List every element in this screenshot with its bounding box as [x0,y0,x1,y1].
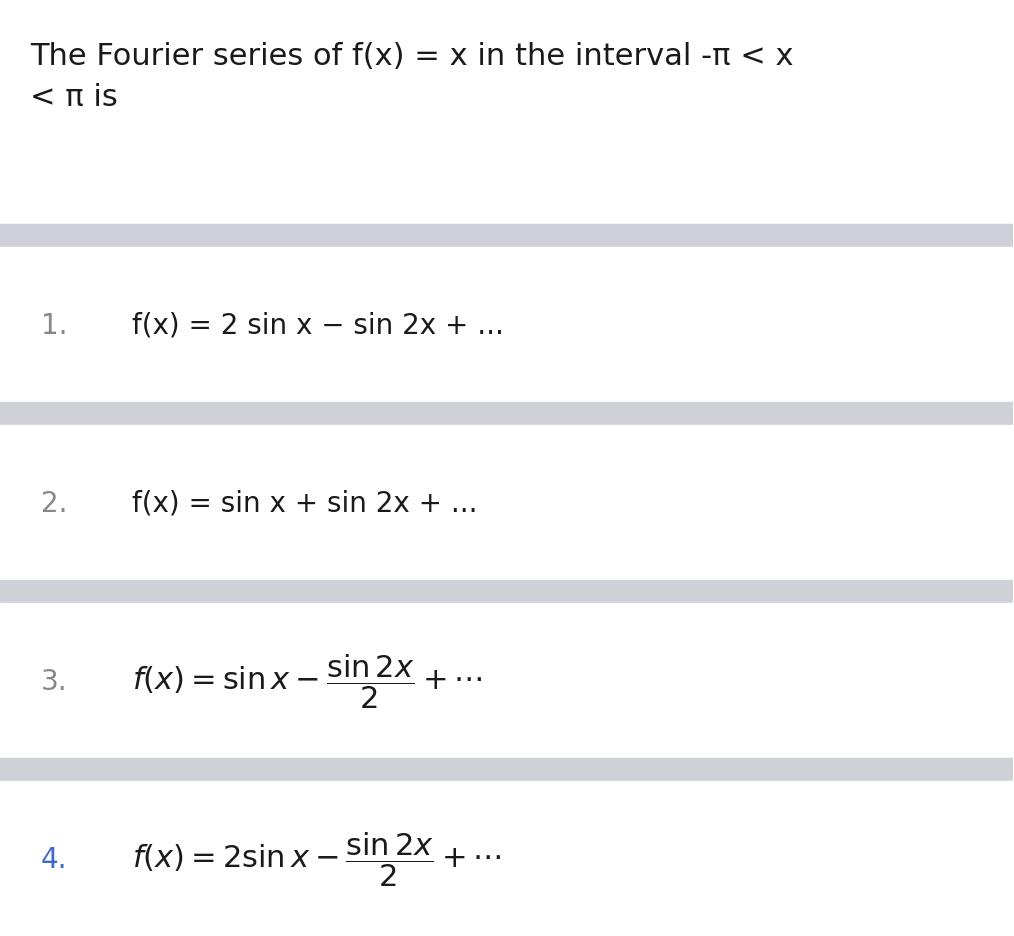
Bar [0,0,1013,225]
Text: 1.: 1. [41,312,67,339]
Text: 3.: 3. [41,667,67,695]
Text: $f(x) = 2\sin x - \dfrac{\sin 2x}{2} + \cdots$: $f(x) = 2\sin x - \dfrac{\sin 2x}{2} + \… [132,829,502,888]
Text: 4.: 4. [41,845,67,872]
Bar [0,782,1013,936]
Bar [0,604,1013,758]
Text: $f(x) = \sin x - \dfrac{\sin 2x}{2} + \cdots$: $f(x) = \sin x - \dfrac{\sin 2x}{2} + \c… [132,651,482,710]
Text: f(x) = sin x + sin 2x + ...: f(x) = sin x + sin 2x + ... [132,490,478,517]
Bar [0,248,1013,402]
Bar [0,758,1013,782]
Bar [0,402,1013,426]
Text: f(x) = 2 sin x − sin 2x + ...: f(x) = 2 sin x − sin 2x + ... [132,312,504,339]
Text: The Fourier series of f(x) = x in the interval -π < x
< π is: The Fourier series of f(x) = x in the in… [30,42,794,111]
Bar [0,426,1013,580]
Bar [0,580,1013,604]
Bar [0,225,1013,248]
Text: 2.: 2. [41,490,67,517]
